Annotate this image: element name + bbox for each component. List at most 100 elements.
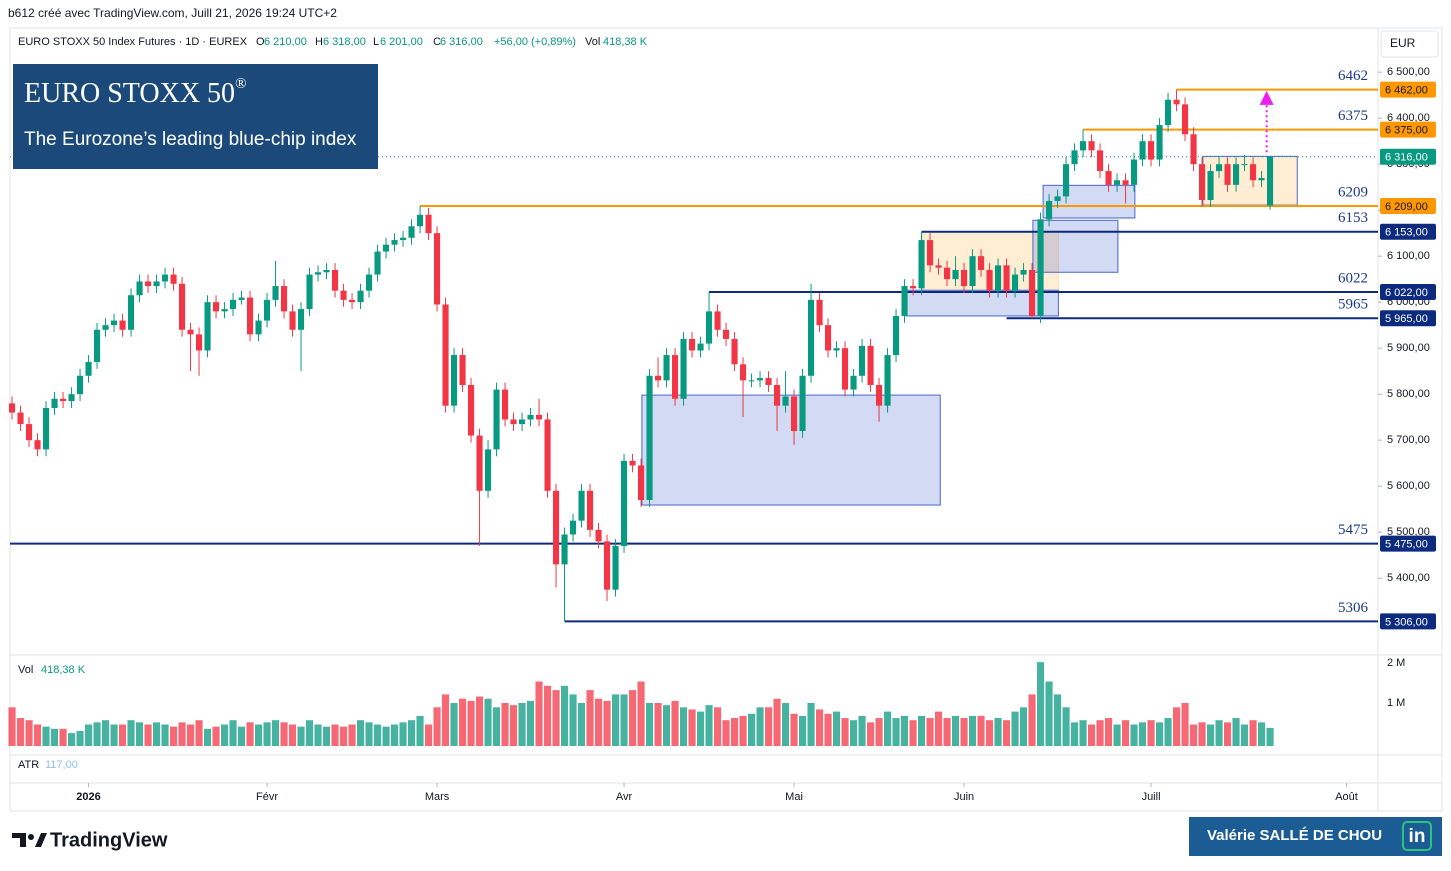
volume-bar (76, 730, 84, 746)
candle-body (637, 465, 645, 500)
candle-body (1096, 150, 1104, 172)
credit: b612 créé avec TradingView.com, Juill 21… (8, 6, 337, 20)
candle-body (1156, 125, 1163, 160)
volume-bar (373, 724, 382, 746)
volume-bar (654, 703, 662, 746)
volume-bar (399, 722, 407, 746)
volume-bar (331, 724, 339, 746)
volume-bar (1181, 703, 1189, 746)
candle-body (510, 419, 517, 425)
price-badge (1380, 81, 1436, 98)
author-button[interactable] (1189, 817, 1442, 856)
candle-body (1020, 269, 1027, 275)
volume-bar (433, 707, 441, 746)
volume-bar (1070, 722, 1079, 746)
currency-button[interactable] (1380, 30, 1439, 58)
candle-body (595, 529, 602, 542)
y-tick-label: 5 500,00 (1387, 526, 1430, 538)
volume-bar (875, 718, 883, 746)
volume-bar (552, 690, 560, 746)
banner-title-text: EURO STOXX 50 (24, 78, 235, 109)
volume-bar (603, 700, 611, 746)
candle-body (25, 424, 33, 441)
candle-body (1266, 156, 1274, 206)
candle-body (493, 389, 500, 450)
volume-bar (892, 718, 900, 746)
legend-value: 418,38 K (603, 36, 648, 48)
volume-bar (518, 703, 526, 746)
x-tick-label: Avr (616, 791, 633, 803)
candle-body (306, 274, 313, 310)
volume-bar (560, 685, 569, 746)
candle-body (1062, 164, 1070, 197)
candle-body (1003, 265, 1010, 291)
price-badge-label: 6 209,00 (1385, 201, 1428, 213)
volume-bar (985, 720, 994, 746)
candle-body (1037, 219, 1044, 316)
candle-body (1054, 196, 1061, 201)
volume-bar (662, 705, 671, 746)
y-tick-label: 6 400,00 (1387, 112, 1430, 124)
candle-body (8, 403, 16, 413)
candle-body (663, 355, 670, 381)
volume-bar (50, 728, 59, 746)
candle-body (280, 286, 288, 312)
y-tick-label: 5 400,00 (1387, 572, 1430, 584)
candle-body (960, 269, 968, 287)
candle-body (501, 389, 509, 420)
volume-bar (1130, 724, 1138, 746)
candle-body (799, 375, 806, 431)
candle-body (450, 355, 458, 406)
volume-bar (1002, 720, 1011, 746)
linkedin-icon[interactable] (1402, 821, 1432, 851)
volume-bar (365, 722, 373, 746)
volume-bar (934, 711, 943, 746)
volume-bar (407, 720, 416, 746)
author[interactable]: Valérie SALLÉ DE CHOU (1207, 827, 1382, 844)
volume-bar (501, 703, 509, 746)
volume-bar (1011, 711, 1019, 746)
volume-bar (849, 720, 858, 746)
volume-bar (637, 681, 645, 746)
candle-body (918, 240, 925, 289)
legend-value: 6 318,00 (323, 36, 366, 48)
candle-body (93, 329, 101, 362)
linkedin-text[interactable]: in (1409, 826, 1426, 847)
candle-body (68, 394, 75, 402)
volume-tick-label: 1 M (1387, 697, 1405, 709)
candle-body (875, 384, 883, 406)
volume-bar (705, 705, 713, 746)
candle-body (569, 520, 577, 535)
volume-bar (1062, 707, 1070, 746)
x-tick-label: Juill (1142, 791, 1161, 803)
legend: EURO STOXX 50 Index Futures · 1D · EUREX… (18, 36, 648, 48)
candle-body (731, 338, 738, 365)
candle-body (807, 299, 815, 376)
volume-bar (781, 703, 790, 746)
candle-body (1122, 180, 1129, 185)
volume-bar (390, 724, 399, 746)
volume-bar (42, 726, 50, 746)
volume-bar (883, 711, 892, 746)
candle-body (323, 269, 330, 273)
axes: 6 500,006 400,006 300,006 200,006 100,00… (18, 66, 1436, 803)
candle-body (76, 375, 84, 395)
price-badge-label: 5 475,00 (1385, 539, 1428, 551)
legend-value: 6 210,00 (264, 36, 307, 48)
candle-body (739, 364, 747, 381)
volume-bar (220, 724, 229, 746)
volume-bar (110, 724, 118, 746)
volume-bar (807, 703, 815, 746)
candle-body (994, 265, 1002, 291)
volume-bar (739, 715, 747, 746)
zone-box (1042, 184, 1136, 219)
volume-bar (1138, 722, 1147, 746)
volume-bar (688, 709, 696, 746)
volume-bar (1189, 724, 1198, 746)
candle-body (773, 384, 781, 406)
level-label: 6153 (1338, 210, 1368, 226)
currency[interactable]: EUR (1390, 36, 1416, 50)
candle-body (620, 460, 628, 546)
registered-mark: ® (235, 76, 246, 92)
